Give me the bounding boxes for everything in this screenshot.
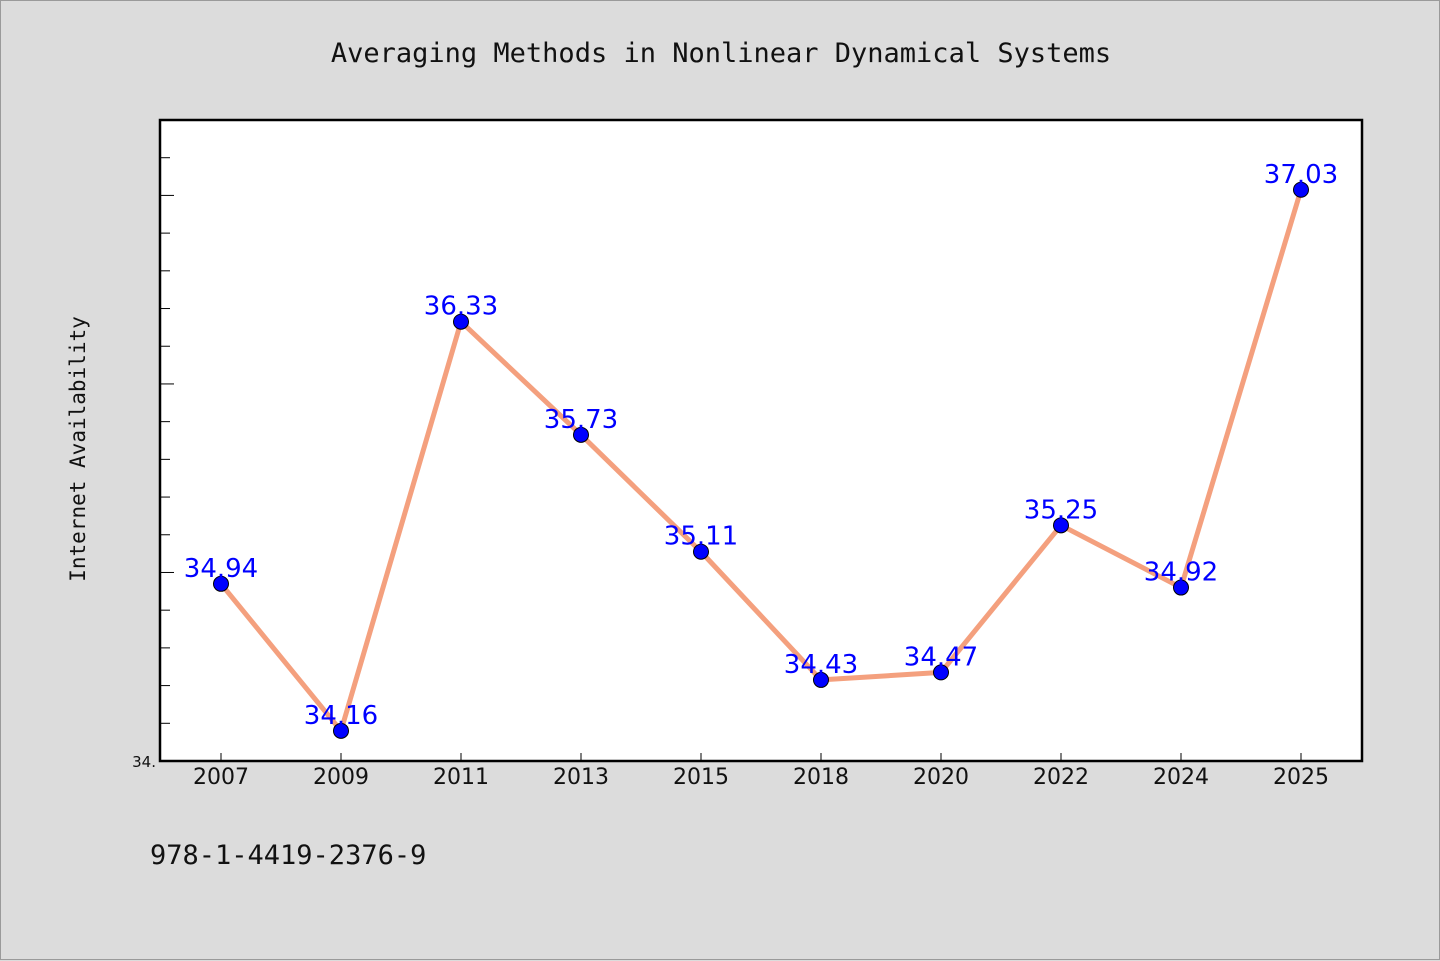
data-point	[1053, 517, 1069, 534]
x-tick-label: 2015	[673, 765, 729, 790]
data-markers	[213, 181, 1309, 739]
plot-area	[158, 118, 1364, 763]
y-tick-label: 34.	[132, 753, 156, 771]
isbn-footer: 978-1-4419-2376-9	[150, 840, 426, 871]
data-labels: 34.94 34.16 36.33 35.73 35.11 34.43 34.47 35.25…	[184, 160, 1338, 731]
x-tick-label: 2020	[913, 765, 969, 790]
x-tick-label: 2018	[793, 765, 849, 790]
y-tick-labels: 34.	[132, 753, 156, 771]
data-point	[333, 722, 349, 739]
data-point	[573, 426, 589, 443]
x-tick-label: 2013	[553, 765, 609, 790]
x-tick-label: 2011	[433, 765, 489, 790]
x-axis-ticks	[220, 753, 1302, 761]
x-tick-label: 2022	[1033, 765, 1089, 790]
chart-title: Averaging Methods in Nonlinear Dynamical…	[331, 38, 1111, 69]
x-tick-label: 2007	[193, 765, 249, 790]
data-label: 36.33	[424, 292, 498, 322]
data-label: 35.25	[1024, 495, 1098, 525]
data-point	[1293, 181, 1309, 198]
data-point	[453, 313, 469, 330]
data-point	[1173, 579, 1189, 596]
x-tick-label: 2009	[313, 765, 369, 790]
x-tick-label: 2024	[1153, 765, 1209, 790]
data-label: 34.94	[184, 554, 258, 584]
series-line	[218, 187, 1304, 734]
y-axis-ticks	[160, 119, 174, 762]
data-point	[933, 664, 949, 681]
x-tick-labels: 2007 2009 2011 2013 2015 2018 2020 2022 2024 2025	[193, 765, 1329, 790]
data-point	[213, 575, 229, 592]
data-label: 34.92	[1144, 558, 1218, 588]
y-axis-label: Internet Availability	[66, 316, 90, 582]
data-label: 34.43	[784, 650, 858, 680]
x-tick-label: 2025	[1273, 765, 1329, 790]
data-label: 34.47	[904, 642, 978, 672]
data-point	[693, 543, 709, 560]
data-label: 35.11	[664, 522, 738, 552]
series-line-path	[218, 187, 1304, 734]
data-point	[813, 671, 829, 688]
data-label: 35.73	[544, 405, 618, 435]
data-label: 34.16	[304, 701, 378, 731]
data-label: 37.03	[1264, 160, 1338, 190]
